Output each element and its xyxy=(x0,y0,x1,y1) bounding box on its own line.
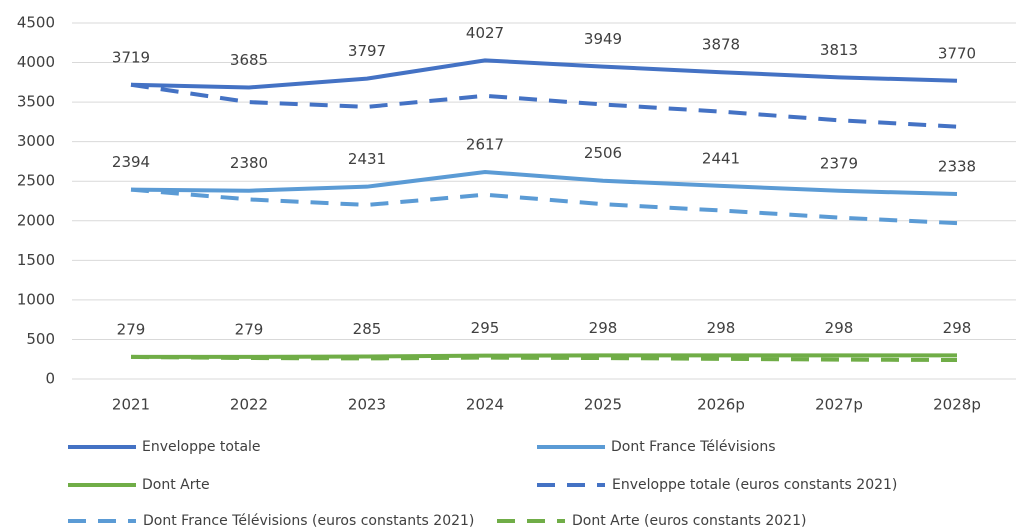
y-tick-label: 2000 xyxy=(17,211,55,229)
y-tick-label: 3500 xyxy=(17,93,55,111)
x-tick-label: 2024 xyxy=(466,396,504,414)
y-tick-label: 4000 xyxy=(17,53,55,71)
data-label: 295 xyxy=(471,319,500,337)
y-tick-label: 500 xyxy=(26,330,55,348)
data-label: 2617 xyxy=(466,135,504,153)
legend-label: Dont France Télévisions (euros constants… xyxy=(143,513,474,527)
legend-label: Dont Arte xyxy=(142,477,210,493)
legend-label: Enveloppe totale xyxy=(142,439,261,455)
data-label: 3719 xyxy=(112,48,150,66)
data-label: 3949 xyxy=(584,30,622,48)
x-tick-label: 2023 xyxy=(348,396,386,414)
data-label: 298 xyxy=(943,319,972,337)
data-label: 298 xyxy=(825,319,854,337)
data-label: 2380 xyxy=(230,154,268,172)
data-label: 3685 xyxy=(230,51,268,69)
data-label: 285 xyxy=(353,320,382,338)
line xyxy=(130,169,958,197)
y-tick-label: 3000 xyxy=(17,132,55,150)
line xyxy=(130,187,958,226)
data-label: 2394 xyxy=(112,153,150,171)
data-label: 2431 xyxy=(348,150,386,168)
y-tick-label: 0 xyxy=(45,370,55,388)
data-label: 3797 xyxy=(348,42,386,60)
y-tick-label: 2500 xyxy=(17,172,55,190)
data-label: 3878 xyxy=(702,36,740,54)
x-tick-label: 2026p xyxy=(697,396,745,414)
x-tick-label: 2027p xyxy=(815,396,863,414)
x-tick-label: 2028p xyxy=(933,396,981,414)
data-label: 279 xyxy=(117,320,146,338)
data-label: 3770 xyxy=(938,44,976,62)
data-label: 298 xyxy=(707,319,736,337)
data-label: 2441 xyxy=(702,149,740,167)
data-label: 2338 xyxy=(938,158,976,176)
y-tick-label: 1500 xyxy=(17,251,55,269)
y-tick-label: 1000 xyxy=(17,290,55,308)
legend-label: Dont Arte (euros constants 2021) xyxy=(572,513,806,527)
legend-label: Dont France Télévisions xyxy=(611,439,776,455)
line xyxy=(130,354,958,363)
x-tick-label: 2021 xyxy=(112,396,150,414)
line xyxy=(130,82,958,129)
data-label: 279 xyxy=(235,320,264,338)
y-tick-label: 4500 xyxy=(17,14,55,32)
x-tick-label: 2022 xyxy=(230,396,268,414)
data-label: 2379 xyxy=(820,154,858,172)
legend-label: Enveloppe totale (euros constants 2021) xyxy=(612,477,897,493)
data-label: 298 xyxy=(589,319,618,337)
line xyxy=(130,58,958,90)
x-tick-label: 2025 xyxy=(584,396,622,414)
data-label: 2506 xyxy=(584,144,622,162)
data-label: 4027 xyxy=(466,24,504,42)
data-label: 3813 xyxy=(820,41,858,59)
